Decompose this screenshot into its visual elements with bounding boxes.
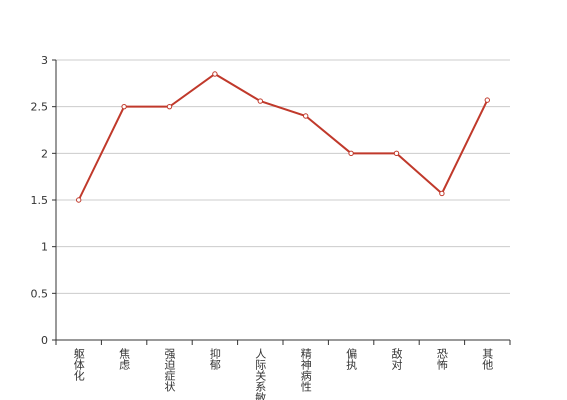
y-tick-label: 2.5 [31,101,49,114]
point [121,103,127,110]
x-tick-label: 其他 [481,348,494,370]
y-tick-label: 0 [41,334,48,347]
point [257,98,263,104]
point [348,150,354,157]
y-tick-label: 2 [41,147,48,160]
point [393,150,400,157]
y-tick-label: 1.5 [31,194,49,207]
y-tick-label: 1 [41,241,48,254]
point [303,113,309,119]
point [212,71,218,77]
y-tick-label: 0.5 [31,287,49,300]
x-tick-label: 精神病性 [299,348,312,393]
point [76,197,82,203]
x-tick-label: 抑郁 [208,347,221,370]
x-tick-label: 恐怖 [435,348,448,370]
x-tick-label: 人际关系敏 [254,348,267,400]
x-tick-label: 焦虑 [118,348,131,370]
point [166,103,173,110]
y-tick-label: 3 [41,54,48,67]
x-tick-label: 强迫症状 [163,348,176,392]
point [484,97,490,103]
point [439,190,445,197]
x-tick-label: 敌对 [390,347,403,370]
line [77,72,489,201]
x-tick-label: 躯体化 [72,348,85,382]
x-tick-label: 偏执 [345,347,358,371]
